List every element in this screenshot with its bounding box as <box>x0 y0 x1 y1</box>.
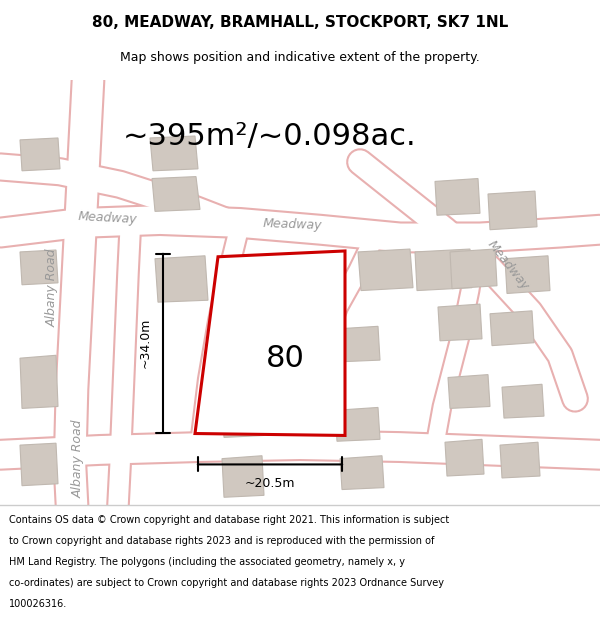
Polygon shape <box>490 311 534 346</box>
Text: HM Land Registry. The polygons (including the associated geometry, namely x, y: HM Land Registry. The polygons (includin… <box>9 557 405 567</box>
Text: ~20.5m: ~20.5m <box>245 478 295 490</box>
Polygon shape <box>335 408 380 441</box>
Polygon shape <box>150 136 198 171</box>
Polygon shape <box>438 304 482 341</box>
Text: 80: 80 <box>266 344 304 372</box>
Polygon shape <box>222 456 264 498</box>
Polygon shape <box>155 256 208 302</box>
Polygon shape <box>450 249 497 289</box>
Text: Meadway: Meadway <box>262 217 322 232</box>
Polygon shape <box>502 384 544 418</box>
Text: 80, MEADWAY, BRAMHALL, STOCKPORT, SK7 1NL: 80, MEADWAY, BRAMHALL, STOCKPORT, SK7 1N… <box>92 15 508 30</box>
Polygon shape <box>218 256 272 302</box>
Text: Albany Road: Albany Road <box>71 419 85 498</box>
Text: Meadway: Meadway <box>78 210 138 226</box>
Polygon shape <box>415 249 472 291</box>
Polygon shape <box>20 355 58 408</box>
Polygon shape <box>195 251 345 436</box>
Polygon shape <box>358 249 413 291</box>
Text: co-ordinates) are subject to Crown copyright and database rights 2023 Ordnance S: co-ordinates) are subject to Crown copyr… <box>9 578 444 587</box>
Polygon shape <box>500 442 540 478</box>
Polygon shape <box>222 326 266 364</box>
Polygon shape <box>445 439 484 476</box>
Text: Contains OS data © Crown copyright and database right 2021. This information is : Contains OS data © Crown copyright and d… <box>9 514 449 524</box>
Polygon shape <box>488 191 537 230</box>
Polygon shape <box>152 177 200 211</box>
Polygon shape <box>505 256 550 294</box>
Polygon shape <box>20 138 60 171</box>
Text: ~34.0m: ~34.0m <box>139 318 151 368</box>
Text: Map shows position and indicative extent of the property.: Map shows position and indicative extent… <box>120 51 480 64</box>
Polygon shape <box>340 456 384 489</box>
Text: to Crown copyright and database rights 2023 and is reproduced with the permissio: to Crown copyright and database rights 2… <box>9 536 434 546</box>
Polygon shape <box>20 250 58 285</box>
Text: Meadway: Meadway <box>485 238 532 292</box>
Text: 100026316.: 100026316. <box>9 599 67 609</box>
Polygon shape <box>332 326 380 362</box>
Polygon shape <box>222 404 264 437</box>
Text: Albany Road: Albany Road <box>46 248 59 327</box>
Text: ~395m²/~0.098ac.: ~395m²/~0.098ac. <box>123 121 417 151</box>
Polygon shape <box>20 443 58 486</box>
Polygon shape <box>448 374 490 408</box>
Polygon shape <box>435 179 480 215</box>
